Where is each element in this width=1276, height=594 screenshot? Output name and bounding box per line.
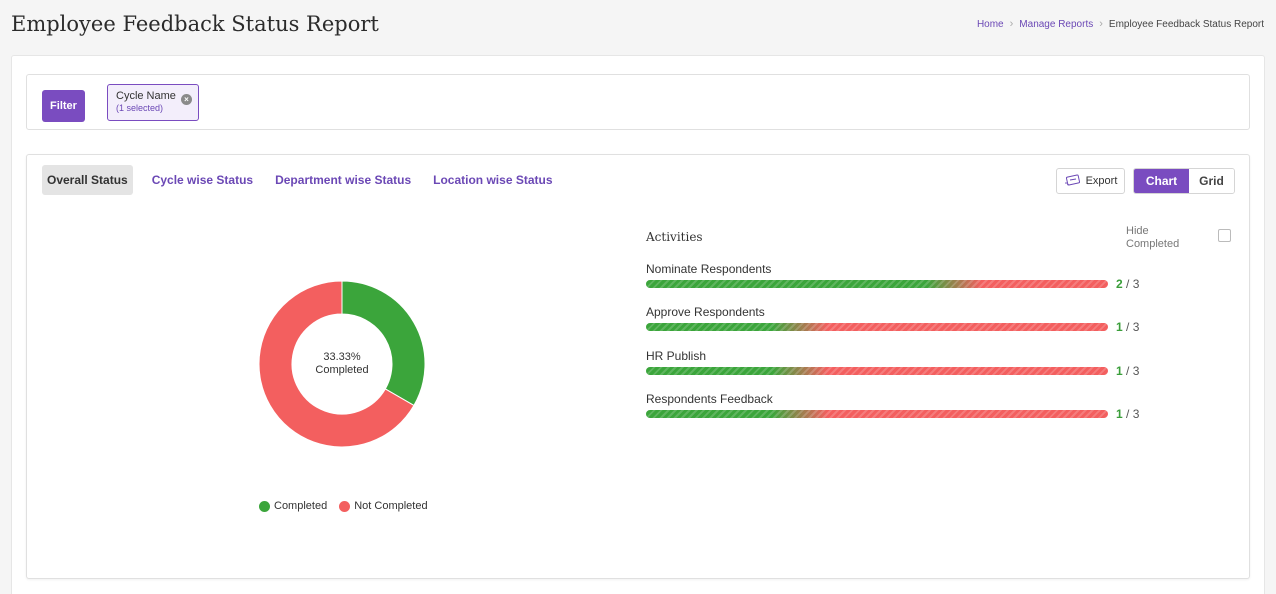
activity-total-count: / 3	[1122, 277, 1140, 291]
chart-legend: Completed Not Completed	[259, 500, 428, 512]
chip-title: Cycle Name	[116, 90, 176, 102]
donut-center-label: 33.33% Completed	[259, 281, 425, 447]
chevron-right-icon: ›	[1099, 18, 1103, 30]
legend-label-not-completed: Not Completed	[354, 500, 428, 512]
activity-name: Nominate Respondents	[646, 262, 772, 276]
activity-done-count: 2	[1116, 277, 1123, 291]
legend-item-completed[interactable]: Completed	[259, 500, 327, 512]
donut-slice-completed[interactable]	[341, 281, 425, 407]
chart-grid-toggle: Chart Grid	[1133, 168, 1235, 194]
breadcrumb: Home › Manage Reports › Employee Feedbac…	[977, 18, 1264, 30]
activity-row: HR Publish 1 / 3	[646, 349, 1146, 379]
filter-button[interactable]: Filter	[42, 90, 85, 122]
activity-row: Approve Respondents 1 / 3	[646, 305, 1146, 335]
status-tabs: Overall Status Cycle wise Status Departm…	[42, 165, 564, 195]
close-icon[interactable]: ×	[181, 94, 192, 105]
chip-selection-count: (1 selected)	[116, 103, 164, 113]
donut-slice-not-completed[interactable]	[259, 281, 415, 447]
activity-row: Respondents Feedback 1 / 3	[646, 392, 1146, 422]
export-button[interactable]: Export	[1056, 168, 1125, 194]
tab-location-wise-status[interactable]: Location wise Status	[433, 173, 553, 187]
pie-icon	[339, 500, 351, 512]
export-label: Export	[1085, 175, 1118, 187]
activity-total-count: / 3	[1122, 364, 1140, 378]
chart-view-button[interactable]: Chart	[1134, 169, 1189, 193]
legend-label-completed: Completed	[274, 500, 328, 512]
activity-progress-bar	[646, 410, 1108, 418]
activity-total-count: / 3	[1122, 407, 1140, 421]
activity-progress-bar	[646, 280, 1108, 288]
activity-name: HR Publish	[646, 349, 707, 363]
activity-count: 1 / 3	[1116, 320, 1139, 334]
hide-completed-checkbox[interactable]	[1218, 229, 1231, 242]
activity-done-count: 1	[1116, 407, 1123, 421]
activity-name: Approve Respondents	[646, 305, 765, 319]
activity-progress-bar	[646, 323, 1108, 331]
status-report-card: Overall Status Cycle wise Status Departm…	[26, 154, 1250, 579]
breadcrumb-current: Employee Feedback Status Report	[1108, 18, 1264, 30]
cycle-name-filter-chip[interactable]: Cycle Name (1 selected) ×	[107, 84, 199, 121]
activity-progress-bar	[646, 367, 1108, 375]
activity-total-count: / 3	[1122, 320, 1140, 334]
completion-percent: 33.33%	[323, 351, 361, 363]
tab-department-wise-status[interactable]: Department wise Status	[275, 173, 412, 187]
completion-donut-chart: 33.33% Completed	[259, 281, 425, 447]
pie-icon	[259, 500, 270, 512]
hide-completed-label: Hide Completed	[1126, 225, 1180, 250]
activity-name: Respondents Feedback	[646, 392, 773, 406]
tab-cycle-wise-status[interactable]: Cycle wise Status	[151, 173, 254, 187]
view-toolbar: Export Chart Grid	[1056, 168, 1235, 194]
activity-done-count: 1	[1116, 364, 1123, 378]
tab-overall-status[interactable]: Overall Status	[42, 165, 133, 195]
breadcrumb-manage-reports[interactable]: Manage Reports	[1019, 18, 1094, 30]
activity-done-count: 1	[1116, 320, 1123, 334]
activity-row: Nominate Respondents 2 / 3	[646, 262, 1146, 292]
page-title: Employee Feedback Status Report	[11, 12, 379, 36]
chevron-right-icon: ›	[1009, 18, 1014, 30]
activities-header: Activities	[646, 230, 703, 244]
legend-item-not-completed[interactable]: Not Completed	[339, 500, 428, 512]
filter-bar: Filter Cycle Name (1 selected) ×	[26, 74, 1250, 130]
activity-count: 1 / 3	[1116, 407, 1139, 421]
grid-view-button[interactable]: Grid	[1189, 169, 1234, 193]
activity-count: 2 / 3	[1116, 277, 1139, 291]
export-icon	[1064, 174, 1082, 189]
activity-count: 1 / 3	[1116, 364, 1139, 378]
breadcrumb-home[interactable]: Home	[976, 18, 1004, 30]
report-container: Filter Cycle Name (1 selected) × Overall…	[11, 55, 1265, 594]
completion-caption: Completed	[315, 364, 369, 376]
